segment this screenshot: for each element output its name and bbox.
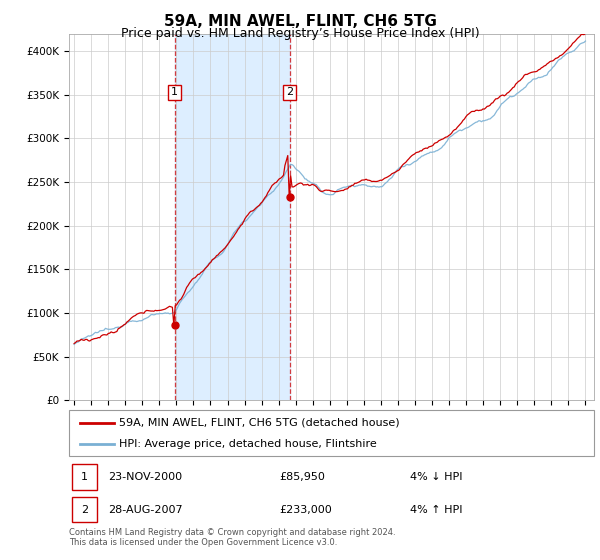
Text: Price paid vs. HM Land Registry’s House Price Index (HPI): Price paid vs. HM Land Registry’s House … (121, 27, 479, 40)
Bar (71, 497, 97, 522)
Text: Contains HM Land Registry data © Crown copyright and database right 2024.: Contains HM Land Registry data © Crown c… (69, 528, 395, 536)
Text: This data is licensed under the Open Government Licence v3.0.: This data is licensed under the Open Gov… (69, 538, 337, 547)
Text: 1: 1 (171, 87, 178, 97)
Text: £233,000: £233,000 (279, 505, 332, 515)
Text: 23-NOV-2000: 23-NOV-2000 (109, 472, 182, 482)
Bar (71, 464, 97, 490)
Text: 4% ↓ HPI: 4% ↓ HPI (410, 472, 463, 482)
Text: 1: 1 (81, 472, 88, 482)
Text: HPI: Average price, detached house, Flintshire: HPI: Average price, detached house, Flin… (119, 439, 377, 449)
Text: 59A, MIN AWEL, FLINT, CH6 5TG: 59A, MIN AWEL, FLINT, CH6 5TG (164, 14, 436, 29)
Text: 28-AUG-2007: 28-AUG-2007 (109, 505, 183, 515)
Text: 4% ↑ HPI: 4% ↑ HPI (410, 505, 463, 515)
Text: £85,950: £85,950 (279, 472, 325, 482)
Text: 2: 2 (80, 505, 88, 515)
Text: 59A, MIN AWEL, FLINT, CH6 5TG (detached house): 59A, MIN AWEL, FLINT, CH6 5TG (detached … (119, 418, 400, 428)
Bar (175, 34, 290, 400)
Text: 2: 2 (286, 87, 293, 97)
